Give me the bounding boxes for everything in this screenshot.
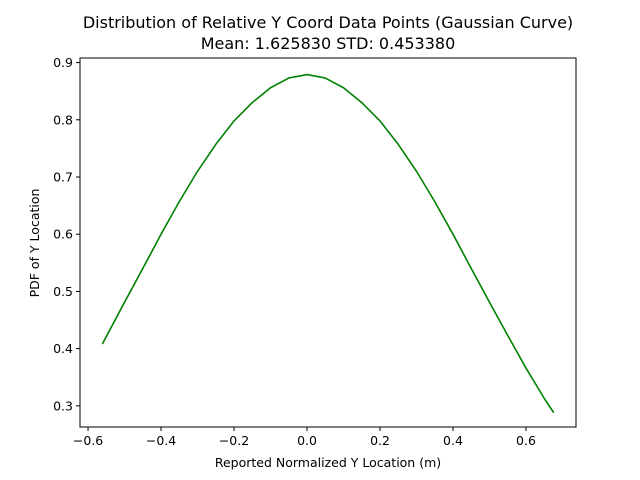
chart-title: Distribution of Relative Y Coord Data Po… [83, 13, 573, 32]
x-tick-label: 0.4 [443, 433, 463, 448]
axes-frame [79, 57, 577, 428]
y-axis-label: PDF of Y Location [27, 189, 42, 298]
x-tick-label: −0.6 [73, 433, 103, 448]
y-tick-label: 0.8 [53, 112, 73, 127]
y-tick-label: 0.7 [53, 169, 73, 184]
x-tick-label: −0.4 [146, 433, 176, 448]
x-axis-ticks: −0.6 −0.4 −0.2 0.0 0.2 0.4 0.6 [73, 427, 536, 448]
x-tick-label: 0.0 [297, 433, 317, 448]
plot-area [101, 73, 555, 413]
x-axis-label: Reported Normalized Y Location (m) [215, 455, 441, 470]
x-tick-label: 0.2 [370, 433, 390, 448]
y-axis-ticks: 0.3 0.4 0.5 0.6 0.7 0.8 0.9 [53, 55, 80, 413]
chart-subtitle: Mean: 1.625830 STD: 0.453380 [201, 34, 456, 53]
y-tick-label: 0.9 [53, 55, 73, 70]
y-tick-label: 0.4 [53, 341, 73, 356]
y-tick-label: 0.5 [53, 284, 73, 299]
series-line-0 [101, 73, 555, 413]
y-tick-label: 0.3 [53, 398, 73, 413]
x-tick-label: 0.6 [516, 433, 536, 448]
x-tick-label: −0.2 [219, 433, 249, 448]
y-tick-label: 0.6 [53, 227, 73, 242]
